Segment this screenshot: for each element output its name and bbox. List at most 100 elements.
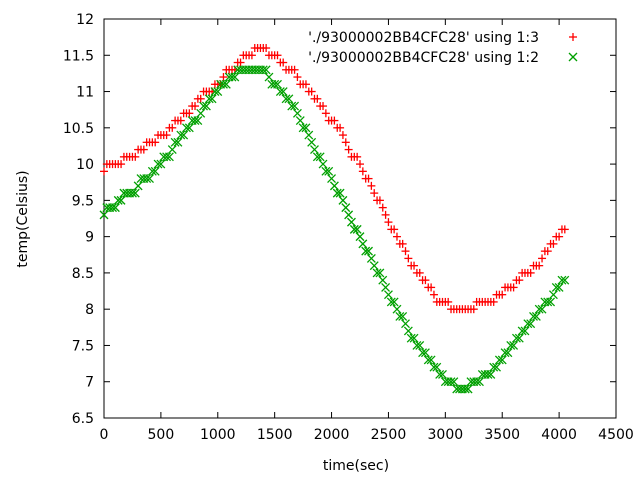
data-point <box>520 326 530 336</box>
data-point <box>409 333 419 343</box>
data-point <box>301 123 311 133</box>
data-point <box>489 362 499 372</box>
x-tick-label: 500 <box>148 427 175 443</box>
data-point <box>497 355 507 365</box>
data-point <box>236 58 245 67</box>
data-point <box>319 102 328 111</box>
data-point <box>156 159 166 169</box>
data-point <box>221 79 231 89</box>
data-point <box>486 370 496 379</box>
data-point <box>444 297 453 306</box>
data-point <box>295 116 305 126</box>
data-point <box>358 167 367 176</box>
data-point <box>110 203 120 213</box>
data-point <box>329 181 339 191</box>
data-point <box>492 362 501 372</box>
data-point <box>347 217 356 227</box>
data-point <box>301 80 310 89</box>
data-point <box>515 276 524 285</box>
data-point <box>381 210 390 219</box>
data-point <box>164 152 174 162</box>
data-point <box>423 355 433 365</box>
data-point <box>352 224 362 234</box>
data-point <box>446 377 456 387</box>
data-point <box>364 246 373 256</box>
data-point <box>517 326 527 336</box>
data-point <box>378 275 388 285</box>
y-tick-label: 7 <box>85 375 94 391</box>
data-point <box>219 73 228 82</box>
data-point <box>392 232 401 241</box>
data-point <box>130 188 140 198</box>
data-point <box>412 340 422 350</box>
data-point <box>534 304 544 314</box>
x-axis-label: time(sec) <box>323 458 389 474</box>
data-point <box>509 283 518 292</box>
data-point <box>526 319 536 329</box>
data-point <box>543 247 552 256</box>
x-tick-label: 4500 <box>598 427 634 443</box>
data-point <box>262 44 271 53</box>
x-tick-label: 2500 <box>371 427 407 443</box>
data-point <box>182 123 191 133</box>
data-point <box>390 225 399 234</box>
data-point <box>113 195 123 205</box>
data-point <box>514 333 524 343</box>
data-point <box>429 290 438 299</box>
y-tick-label: 9.5 <box>72 193 94 209</box>
data-point <box>150 166 160 176</box>
data-point <box>546 297 556 307</box>
data-point <box>168 123 177 132</box>
data-point <box>560 225 569 234</box>
legend: './93000002BB4CFC28' using 1:3 './9300000… <box>308 30 578 66</box>
data-point <box>349 224 359 234</box>
data-point <box>344 210 354 220</box>
data-point <box>179 130 189 140</box>
data-point <box>395 311 405 321</box>
data-point <box>338 195 348 205</box>
data-point <box>549 239 558 248</box>
x-tick-label: 2000 <box>314 427 350 443</box>
data-point <box>173 137 183 147</box>
data-point <box>315 152 325 162</box>
data-point <box>498 290 507 299</box>
data-point <box>210 87 220 97</box>
data-point <box>247 51 256 60</box>
data-point <box>535 261 544 270</box>
data-point <box>292 108 302 118</box>
data-point <box>392 304 402 314</box>
data-point <box>327 174 337 184</box>
data-point <box>281 94 291 104</box>
data-point <box>176 116 185 125</box>
data-point <box>383 290 393 300</box>
data-point <box>227 72 237 82</box>
data-point <box>213 87 223 97</box>
data-point <box>361 246 371 256</box>
x-tick-label: 4000 <box>541 427 577 443</box>
data-point <box>201 101 211 111</box>
data-point <box>460 384 470 394</box>
data-point <box>509 340 519 350</box>
data-point <box>523 319 533 329</box>
data-point <box>554 282 564 292</box>
data-point <box>341 203 351 213</box>
data-point <box>336 123 345 132</box>
data-point <box>386 297 396 307</box>
y-tick-label: 6.5 <box>72 411 94 427</box>
data-point <box>511 333 521 343</box>
data-point <box>526 268 535 277</box>
y-tick-label: 12 <box>76 12 94 28</box>
data-point <box>398 239 407 248</box>
data-point <box>538 254 547 263</box>
data-point <box>506 340 516 350</box>
data-point <box>404 254 413 263</box>
data-point <box>100 167 108 176</box>
data-point <box>298 123 308 133</box>
data-point <box>318 159 328 169</box>
data-point <box>415 268 424 277</box>
data-point <box>483 370 493 379</box>
data-point <box>191 102 200 111</box>
data-point <box>529 311 538 321</box>
series-2 <box>99 65 570 394</box>
